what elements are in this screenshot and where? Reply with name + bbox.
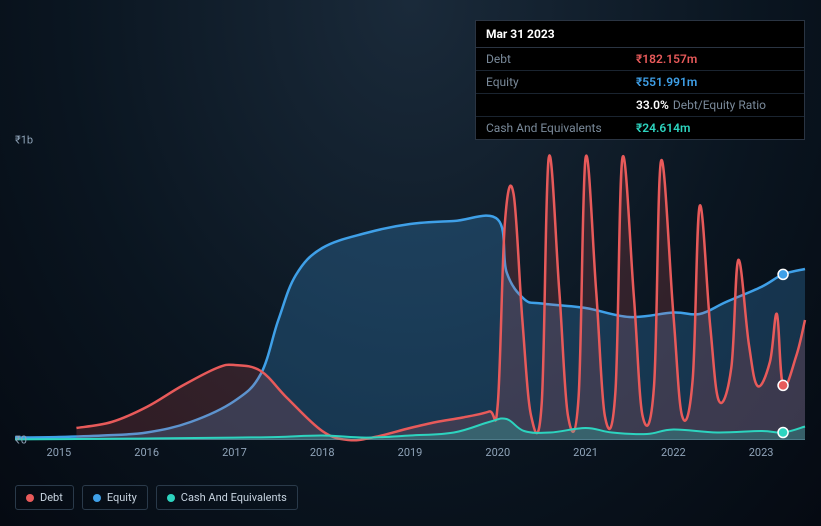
tooltip-row-value: ₹182.157m	[636, 52, 697, 66]
x-axis-tick-label: 2016	[134, 446, 159, 459]
legend-item-debt[interactable]: Debt	[15, 485, 74, 510]
x-axis-tick-label: 2017	[222, 446, 247, 459]
legend-dot-icon	[93, 494, 101, 502]
chart-plot-area: ₹0₹1b 2015201620172018201920202021202220…	[15, 140, 805, 440]
chart-tooltip: Mar 31 2023 Debt₹182.157mEquity₹551.991m…	[475, 20, 805, 140]
tooltip-row-suffix: Debt/Equity Ratio	[673, 98, 766, 112]
legend-item-equity[interactable]: Equity	[82, 485, 148, 510]
tooltip-row: 33.0%Debt/Equity Ratio	[476, 94, 804, 117]
x-axis-tick-label: 2021	[573, 446, 598, 459]
tooltip-row-label	[486, 98, 636, 112]
x-axis-tick-label: 2022	[661, 446, 686, 459]
x-axis-tick-label: 2018	[310, 446, 335, 459]
tooltip-row-value: ₹24.614m	[636, 121, 690, 135]
x-axis-tick-label: 2020	[485, 446, 510, 459]
tooltip-row: Debt₹182.157m	[476, 48, 804, 71]
tooltip-row-value: 33.0%Debt/Equity Ratio	[636, 98, 766, 112]
series-area-equity	[15, 216, 805, 440]
legend-label: Equity	[107, 491, 137, 504]
x-axis-tick-label: 2023	[749, 446, 774, 459]
tooltip-row: Equity₹551.991m	[476, 71, 804, 94]
legend-label: Cash And Equivalents	[181, 491, 287, 504]
tooltip-row: Cash And Equivalents₹24.614m	[476, 117, 804, 139]
tooltip-row-label: Equity	[486, 75, 636, 89]
tooltip-row-value: ₹551.991m	[636, 75, 697, 89]
legend-label: Debt	[40, 491, 63, 504]
marker-debt	[778, 380, 788, 390]
tooltip-date: Mar 31 2023	[476, 21, 804, 48]
marker-equity	[778, 269, 788, 279]
legend-dot-icon	[26, 494, 34, 502]
chart-svg	[15, 140, 805, 440]
marker-cash-and-equivalents	[778, 428, 788, 438]
tooltip-row-label: Debt	[486, 52, 636, 66]
legend-dot-icon	[167, 494, 175, 502]
x-axis-tick-label: 2015	[47, 446, 72, 459]
legend-item-cash-and-equivalents[interactable]: Cash And Equivalents	[156, 485, 298, 510]
tooltip-row-label: Cash And Equivalents	[486, 121, 636, 135]
chart-legend: Debt Equity Cash And Equivalents	[15, 485, 298, 510]
x-axis-tick-label: 2019	[398, 446, 423, 459]
